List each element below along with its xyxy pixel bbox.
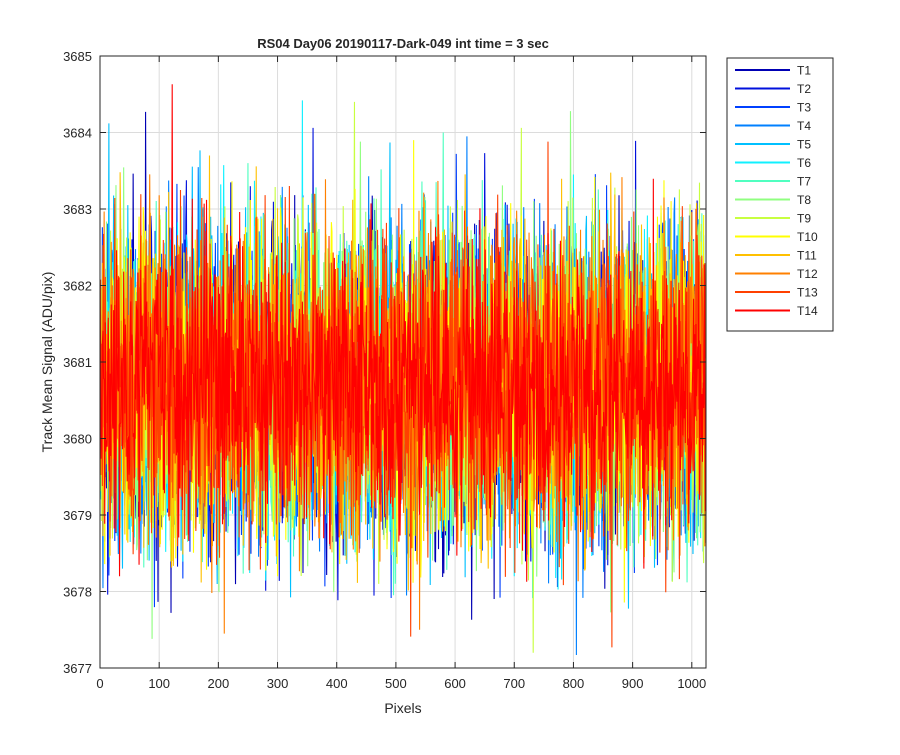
series-line-t14: [100, 84, 706, 582]
x-tick-label: 0: [96, 676, 103, 691]
legend-label-t13: T13: [797, 286, 818, 300]
x-tick-label: 800: [563, 676, 585, 691]
y-tick-label: 3685: [63, 49, 92, 64]
legend-label-t8: T8: [797, 193, 811, 207]
y-tick-label: 3680: [63, 432, 92, 447]
x-tick-label: 100: [148, 676, 170, 691]
y-axis-title: Track Mean Signal (ADU/pix): [39, 272, 55, 453]
legend-label-t10: T10: [797, 230, 818, 244]
legend-label-t2: T2: [797, 82, 811, 96]
x-tick-label: 1000: [677, 676, 706, 691]
y-tick-label: 3684: [63, 126, 92, 141]
x-tick-label: 700: [503, 676, 525, 691]
axis-ticks: 0 100 200 300 400 500 600 700 800 900 1000 3677 3678…: [63, 49, 706, 691]
x-tick-label: 500: [385, 676, 407, 691]
y-tick-label: 3677: [63, 661, 92, 676]
y-tick-label: 3682: [63, 279, 92, 294]
y-tick-label: 3681: [63, 355, 92, 370]
legend-label-t4: T4: [797, 119, 811, 133]
x-tick-label: 300: [267, 676, 289, 691]
x-tick-label: 600: [444, 676, 466, 691]
legend-label-t12: T12: [797, 267, 818, 281]
legend-label-t14: T14: [797, 304, 818, 318]
data-series-group: [100, 84, 706, 655]
legend-label-t5: T5: [797, 138, 811, 152]
chart-title: RS04 Day06 20190117-Dark-049 int time = …: [257, 36, 549, 51]
legend-label-t11: T11: [797, 249, 817, 263]
y-tick-label: 3678: [63, 585, 92, 600]
y-tick-label: 3679: [63, 508, 92, 523]
legend-label-t6: T6: [797, 156, 811, 170]
y-tick-label: 3683: [63, 202, 92, 217]
x-axis-title: Pixels: [384, 700, 421, 716]
legend-label-t1: T1: [797, 64, 811, 78]
legend-box: [726, 57, 834, 332]
legend: T1 T2 T3 T4 T5 T6 T7 T8 T9 T10 T11 T12 T13 T14: [726, 57, 834, 332]
legend-label-t9: T9: [797, 212, 811, 226]
x-tick-label: 900: [622, 676, 644, 691]
x-tick-label: 200: [208, 676, 230, 691]
legend-label-t7: T7: [797, 175, 811, 189]
legend-label-t3: T3: [797, 101, 811, 115]
x-tick-label: 400: [326, 676, 348, 691]
